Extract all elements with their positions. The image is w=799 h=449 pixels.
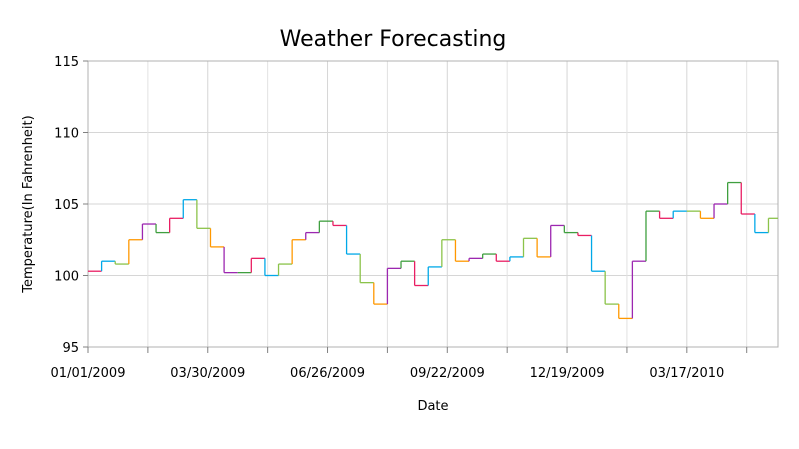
y-tick-label: 110 — [54, 127, 79, 142]
y-tick-label: 95 — [62, 341, 79, 356]
y-tick-label: 115 — [54, 55, 79, 70]
y-tick-label: 100 — [54, 270, 79, 285]
x-axis-title: Date — [417, 399, 448, 414]
y-axis-ticks: 95 100 105 110 115 — [54, 55, 88, 356]
x-axis-ticks: 01/01/2009 03/30/2009 06/26/2009 09/22/2009… — [51, 347, 748, 381]
x-tick-label: 12/19/2009 — [530, 366, 605, 381]
x-tick-label: 03/17/2010 — [649, 366, 724, 381]
temperature-series — [88, 181, 778, 320]
y-tick-label: 105 — [54, 198, 79, 213]
chart-title: Weather Forecasting — [280, 27, 507, 52]
x-tick-label: 06/26/2009 — [290, 366, 365, 381]
y-axis-title: Temperature(In Fahrenheit) — [21, 115, 36, 293]
x-tick-label: 09/22/2009 — [410, 366, 485, 381]
x-tick-label: 01/01/2009 — [51, 366, 126, 381]
grid-lines — [87, 60, 778, 348]
x-tick-label: 03/30/2009 — [170, 366, 245, 381]
